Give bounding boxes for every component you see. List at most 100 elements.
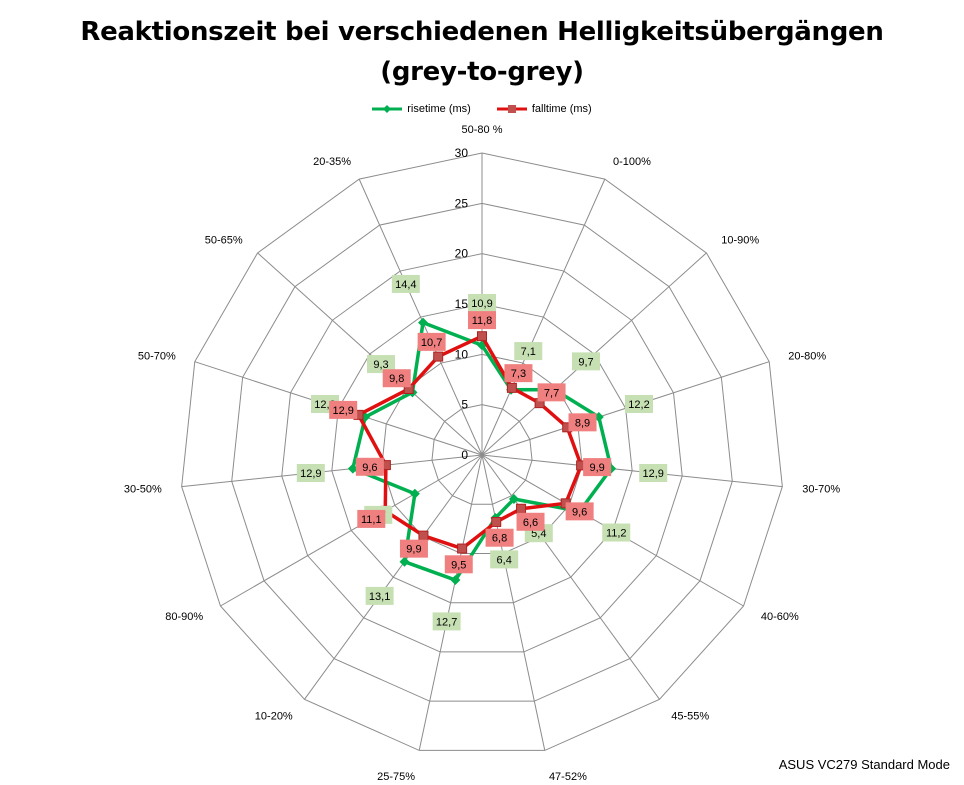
legend-rise-marker [372, 105, 403, 113]
data-label-box-risetime [432, 612, 461, 631]
series-line-falltime [356, 334, 583, 551]
category-label: 50-65% [205, 235, 243, 247]
grid-ring [381, 353, 583, 554]
data-point-risetime [409, 488, 420, 499]
data-label-risetime: 12,9 [300, 468, 321, 480]
data-label-risetime: 12,7 [436, 616, 457, 628]
data-label-box-falltime [583, 458, 612, 477]
category-label: 50-80 % [462, 124, 503, 136]
category-label: 40-60% [761, 611, 799, 623]
category-label: 80-90% [165, 611, 203, 623]
grid-ring [331, 303, 633, 604]
data-label-box-risetime [602, 523, 631, 542]
grid-ring [431, 404, 533, 505]
legend-rise-label: risetime (ms) [407, 103, 471, 115]
grid-spoke [358, 178, 483, 456]
data-label-box-falltime [516, 512, 545, 531]
data-label-box-falltime [382, 369, 411, 388]
grid-ring [281, 253, 683, 653]
data-point-risetime [418, 317, 429, 328]
category-label: 20-80% [788, 350, 826, 362]
data-label-risetime: 12,2 [628, 399, 649, 411]
chart-title-line2: (grey-to-grey) [380, 57, 584, 87]
legend-item-rise: risetime (ms) [372, 103, 471, 115]
data-label-box-falltime [329, 400, 358, 419]
data-point-falltime [433, 351, 444, 362]
legend-item-fall: falltime (ms) [496, 103, 592, 115]
category-label: 50-70% [138, 350, 176, 362]
tick-label: 25 [455, 196, 469, 210]
data-label-falltime: 8,9 [575, 417, 590, 429]
data-label-falltime: 12,9 [332, 405, 353, 417]
data-label-box-falltime [485, 528, 514, 547]
grid-ring [181, 152, 783, 751]
tick-label: 15 [455, 297, 469, 311]
data-point-falltime [418, 530, 429, 541]
data-label-risetime: 9,7 [578, 356, 593, 368]
grid-spoke [181, 454, 483, 488]
category-label: 10-90% [721, 235, 759, 247]
grid-spoke [418, 454, 483, 751]
data-label-risetime: 7,1 [521, 346, 536, 358]
legend-fall-marker [496, 105, 527, 113]
data-label-falltime: 9,5 [451, 559, 466, 571]
data-label-falltime: 9,9 [406, 544, 421, 556]
data-label-falltime: 10,7 [421, 337, 442, 349]
tick-label: 0 [461, 448, 468, 462]
category-label: 47-52% [549, 771, 587, 783]
category-label: 0-100% [613, 156, 651, 168]
grid-spoke [481, 454, 660, 700]
data-label-box-risetime [490, 550, 519, 569]
data-label-falltime: 9,6 [572, 506, 587, 518]
category-label: 20-35% [313, 156, 351, 168]
grid-spoke [481, 454, 783, 488]
data-label-box-falltime [537, 383, 566, 402]
data-label-box-falltime [568, 413, 597, 432]
grid-spoke [481, 454, 546, 751]
data-label-box-falltime [417, 332, 446, 351]
data-label-box-falltime [468, 311, 496, 330]
legend: risetime (ms) falltime (ms) [0, 103, 964, 115]
data-label-box-risetime [468, 293, 496, 312]
tick-label: 10 [455, 347, 469, 361]
data-point-falltime [477, 331, 487, 342]
data-label-risetime: 13,1 [369, 591, 390, 603]
grid-spoke [257, 252, 483, 456]
series-line-risetime [351, 320, 613, 582]
category-label: 30-50% [124, 484, 162, 496]
data-point-falltime [491, 516, 502, 527]
data-label-falltime: 9,8 [389, 373, 404, 385]
data-label-box-risetime [571, 352, 600, 371]
data-label-risetime: 6,4 [497, 554, 512, 566]
data-label-box-risetime [296, 463, 325, 482]
data-label-box-risetime [365, 586, 394, 605]
tick-label: 30 [455, 146, 469, 160]
legend-fall-label: falltime (ms) [531, 103, 592, 115]
category-label: 30-70% [802, 484, 840, 496]
data-label-box-falltime [565, 502, 594, 521]
chart-title: Reaktionszeit bei verschiedenen Helligke… [0, 12, 964, 92]
category-label: 25-75% [377, 771, 415, 783]
data-point-risetime [399, 556, 410, 567]
chart-title-line1: Reaktionszeit bei verschiedenen Helligke… [80, 17, 884, 47]
data-point-falltime [506, 382, 517, 393]
data-label-falltime: 6,8 [492, 533, 507, 545]
data-label-risetime: 10,9 [471, 298, 492, 310]
category-label: 45-55% [671, 711, 709, 723]
data-label-falltime: 11,1 [361, 514, 382, 526]
data-point-risetime [508, 493, 519, 504]
data-label-risetime: 9,3 [373, 359, 388, 371]
data-point-risetime [347, 463, 358, 474]
data-label-box-risetime [514, 342, 543, 361]
data-point-risetime [450, 575, 461, 586]
data-point-falltime [516, 503, 527, 514]
data-label-box-falltime [357, 509, 386, 528]
data-label-risetime: 5,4 [531, 528, 546, 540]
grid-spoke [220, 454, 483, 607]
tick-label: 20 [455, 247, 469, 261]
data-label-falltime: 9,6 [362, 462, 377, 474]
data-label-falltime: 6,6 [523, 517, 538, 529]
data-label-risetime: 12,9 [642, 468, 663, 480]
footnote: ASUS VC279 Standard Mode [778, 757, 950, 772]
